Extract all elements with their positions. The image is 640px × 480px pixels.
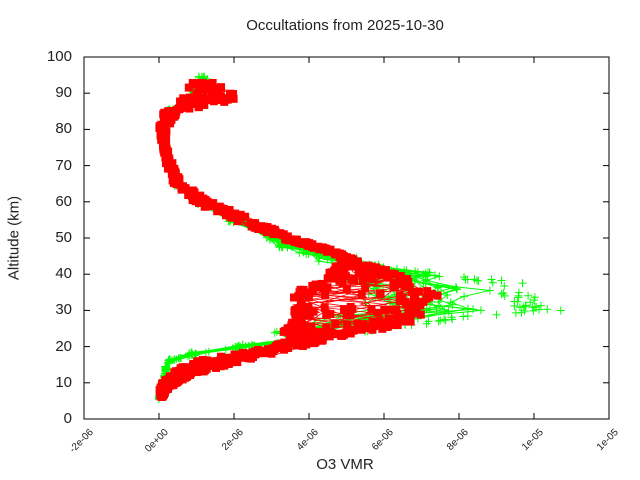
- chart-title: Occultations from 2025-10-30: [246, 17, 444, 34]
- y-tick-label: 100: [46, 48, 72, 65]
- x-axis-label: O3 VMR: [316, 456, 374, 473]
- y-tick-label: 40: [55, 265, 72, 283]
- plot-series: [155, 72, 565, 404]
- axis-ticks: [84, 57, 609, 419]
- y-tick-label: 10: [55, 373, 72, 391]
- y-tick-label: 30: [55, 301, 72, 319]
- y-tick-label: 80: [55, 120, 72, 138]
- y-axis-tick-labels: 0 10 20 30 40 50 60 70 80 90 100: [30, 0, 72, 480]
- y-tick-label: 20: [55, 337, 72, 355]
- y-axis-label: Altitude (km): [5, 195, 23, 281]
- y-tick-label: 70: [55, 156, 72, 174]
- y-tick-label: 90: [55, 84, 72, 102]
- y-tick-label: 60: [55, 192, 72, 210]
- y-tick-label: 50: [55, 229, 72, 246]
- y-tick-label: 0: [63, 410, 72, 427]
